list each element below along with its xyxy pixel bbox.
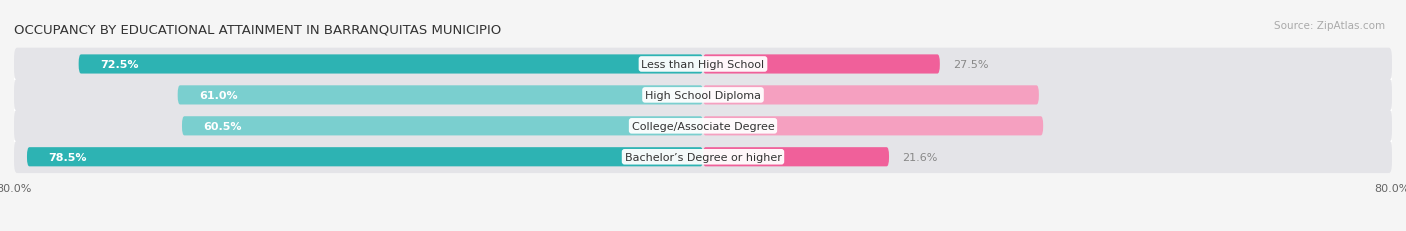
FancyBboxPatch shape xyxy=(14,49,1392,81)
Text: College/Associate Degree: College/Associate Degree xyxy=(631,121,775,131)
Text: Less than High School: Less than High School xyxy=(641,60,765,70)
FancyBboxPatch shape xyxy=(14,141,1392,173)
Text: 78.5%: 78.5% xyxy=(48,152,87,162)
Text: Source: ZipAtlas.com: Source: ZipAtlas.com xyxy=(1274,21,1385,31)
FancyBboxPatch shape xyxy=(177,86,703,105)
FancyBboxPatch shape xyxy=(79,55,703,74)
FancyBboxPatch shape xyxy=(14,79,1392,112)
Text: OCCUPANCY BY EDUCATIONAL ATTAINMENT IN BARRANQUITAS MUNICIPIO: OCCUPANCY BY EDUCATIONAL ATTAINMENT IN B… xyxy=(14,23,502,36)
Text: 21.6%: 21.6% xyxy=(901,152,938,162)
FancyBboxPatch shape xyxy=(703,86,1039,105)
FancyBboxPatch shape xyxy=(27,148,703,167)
FancyBboxPatch shape xyxy=(703,55,939,74)
Text: 61.0%: 61.0% xyxy=(200,91,238,100)
FancyBboxPatch shape xyxy=(703,117,1043,136)
FancyBboxPatch shape xyxy=(181,117,703,136)
Text: Bachelor’s Degree or higher: Bachelor’s Degree or higher xyxy=(624,152,782,162)
Text: 72.5%: 72.5% xyxy=(100,60,139,70)
FancyBboxPatch shape xyxy=(703,148,889,167)
Text: High School Diploma: High School Diploma xyxy=(645,91,761,100)
Text: 27.5%: 27.5% xyxy=(953,60,988,70)
Text: 60.5%: 60.5% xyxy=(204,121,242,131)
FancyBboxPatch shape xyxy=(14,110,1392,143)
